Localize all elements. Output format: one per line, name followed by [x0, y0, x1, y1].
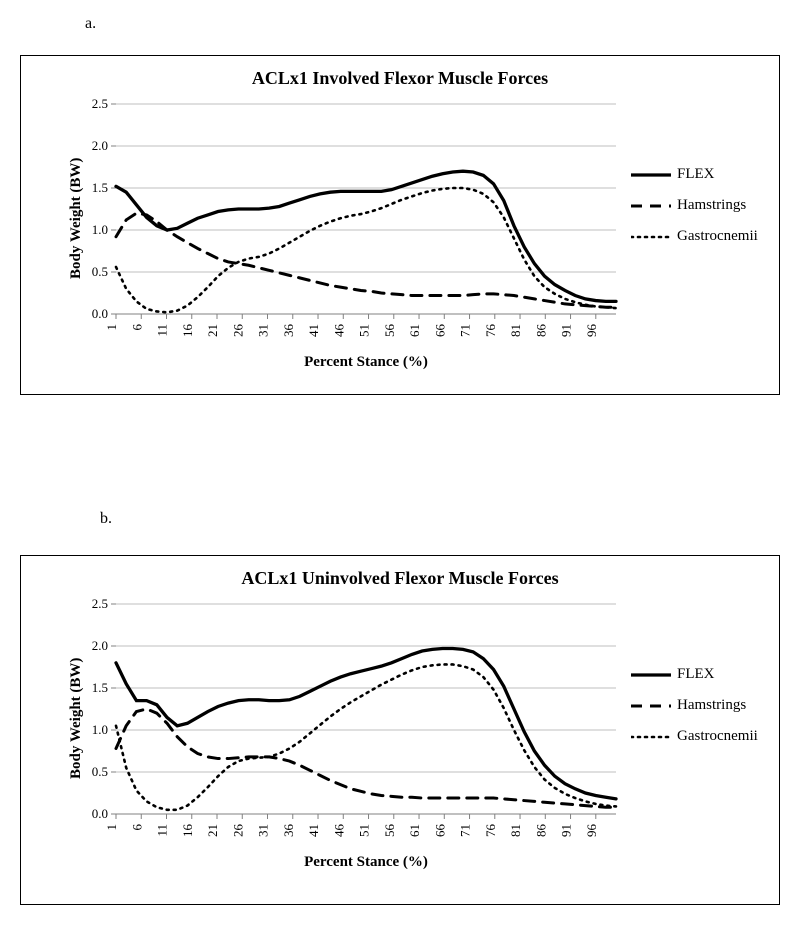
- series-gastrocnemii: [116, 188, 616, 312]
- svg-text:0.5: 0.5: [92, 764, 108, 779]
- svg-text:2.5: 2.5: [92, 96, 108, 111]
- x-axis-label: Percent Stance (%): [116, 354, 616, 371]
- legend-item: FLEX: [631, 666, 758, 683]
- legend: FLEX Hamstrings Gastrocnemii: [631, 666, 758, 759]
- svg-text:26: 26: [230, 824, 245, 838]
- series-hamstrings: [116, 213, 616, 307]
- svg-text:46: 46: [331, 824, 346, 838]
- legend-label: Hamstrings: [677, 197, 746, 214]
- chart-a-frame: ACLx1 Involved Flexor Muscle Forces16111…: [20, 55, 780, 395]
- series-gastrocnemii: [116, 664, 616, 809]
- chart-plot: 161116212631364146515661667176818691960.…: [116, 104, 616, 314]
- svg-text:41: 41: [306, 824, 321, 837]
- svg-text:1.0: 1.0: [92, 222, 108, 237]
- y-axis-label: Body Weight (BW): [68, 658, 85, 779]
- svg-text:2.0: 2.0: [92, 138, 108, 153]
- legend-item: Gastrocnemii: [631, 228, 758, 245]
- svg-text:21: 21: [205, 324, 220, 337]
- svg-text:41: 41: [306, 324, 321, 337]
- svg-text:96: 96: [584, 824, 599, 838]
- svg-text:56: 56: [382, 324, 397, 338]
- svg-text:56: 56: [382, 824, 397, 838]
- panel-label-a: a.: [85, 15, 96, 33]
- svg-text:0.0: 0.0: [92, 806, 108, 821]
- legend-label: FLEX: [677, 166, 715, 183]
- svg-text:11: 11: [155, 824, 170, 837]
- svg-text:1.0: 1.0: [92, 722, 108, 737]
- svg-text:1: 1: [104, 824, 119, 831]
- svg-text:46: 46: [331, 324, 346, 338]
- svg-text:66: 66: [432, 324, 447, 338]
- svg-text:91: 91: [559, 324, 574, 337]
- panel-label-b: b.: [100, 510, 112, 528]
- legend-label: Gastrocnemii: [677, 728, 758, 745]
- svg-text:71: 71: [458, 824, 473, 837]
- svg-text:91: 91: [559, 824, 574, 837]
- legend-item: Hamstrings: [631, 697, 758, 714]
- svg-text:76: 76: [483, 324, 498, 338]
- svg-text:1: 1: [104, 324, 119, 331]
- svg-text:36: 36: [281, 324, 296, 338]
- svg-text:71: 71: [458, 324, 473, 337]
- svg-text:6: 6: [129, 324, 144, 331]
- svg-text:76: 76: [483, 824, 498, 838]
- svg-text:31: 31: [256, 824, 271, 837]
- svg-text:86: 86: [533, 324, 548, 338]
- legend-item: Gastrocnemii: [631, 728, 758, 745]
- svg-text:1.5: 1.5: [92, 180, 108, 195]
- svg-text:61: 61: [407, 324, 422, 337]
- legend-label: Gastrocnemii: [677, 228, 758, 245]
- svg-text:86: 86: [533, 824, 548, 838]
- legend-label: Hamstrings: [677, 697, 746, 714]
- y-axis-label: Body Weight (BW): [68, 158, 85, 279]
- chart-plot: 161116212631364146515661667176818691960.…: [116, 604, 616, 814]
- svg-text:16: 16: [180, 324, 195, 338]
- svg-text:11: 11: [155, 324, 170, 337]
- svg-text:21: 21: [205, 824, 220, 837]
- svg-text:31: 31: [256, 324, 271, 337]
- svg-text:6: 6: [129, 824, 144, 831]
- legend-item: FLEX: [631, 166, 758, 183]
- svg-text:26: 26: [230, 324, 245, 338]
- svg-text:0.0: 0.0: [92, 306, 108, 321]
- chart-b-frame: ACLx1 Uninvolved Flexor Muscle Forces161…: [20, 555, 780, 905]
- series-flex: [116, 171, 616, 301]
- svg-text:2.0: 2.0: [92, 638, 108, 653]
- page: a. ACLx1 Involved Flexor Muscle Forces16…: [0, 0, 800, 930]
- chart-title: ACLx1 Uninvolved Flexor Muscle Forces: [21, 568, 779, 589]
- svg-text:1.5: 1.5: [92, 680, 108, 695]
- svg-text:61: 61: [407, 824, 422, 837]
- svg-text:66: 66: [432, 824, 447, 838]
- chart-title: ACLx1 Involved Flexor Muscle Forces: [21, 68, 779, 89]
- svg-text:0.5: 0.5: [92, 264, 108, 279]
- svg-text:2.5: 2.5: [92, 596, 108, 611]
- svg-text:51: 51: [357, 824, 372, 837]
- legend: FLEX Hamstrings Gastrocnemii: [631, 166, 758, 259]
- svg-text:36: 36: [281, 824, 296, 838]
- series-flex: [116, 649, 616, 799]
- legend-label: FLEX: [677, 666, 715, 683]
- x-axis-label: Percent Stance (%): [116, 854, 616, 871]
- svg-text:96: 96: [584, 324, 599, 338]
- svg-text:81: 81: [508, 324, 523, 337]
- svg-text:81: 81: [508, 824, 523, 837]
- svg-text:51: 51: [357, 324, 372, 337]
- legend-item: Hamstrings: [631, 197, 758, 214]
- svg-text:16: 16: [180, 824, 195, 838]
